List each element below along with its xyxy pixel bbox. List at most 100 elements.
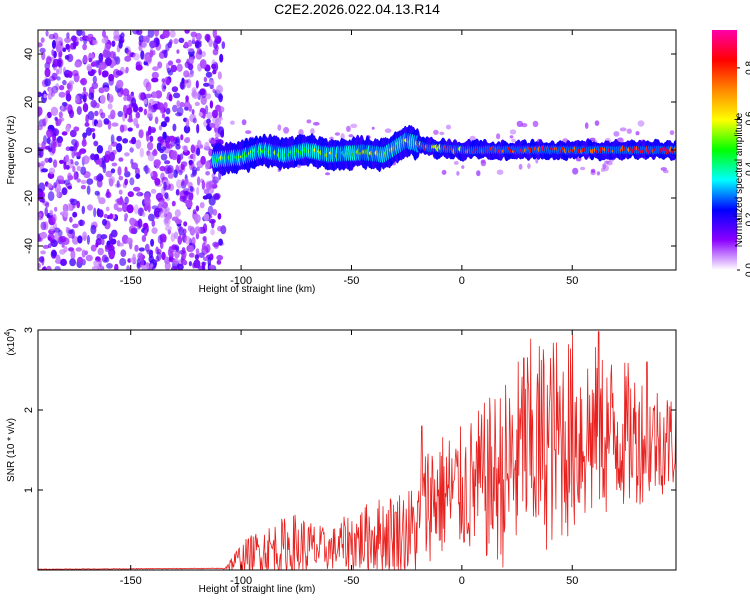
- noise-cell: [76, 178, 81, 183]
- noise-cell: [206, 118, 211, 125]
- noise-cell: [116, 180, 120, 188]
- noise-cell: [39, 231, 48, 239]
- noise-cell: [134, 244, 139, 252]
- noise-cell: [176, 263, 184, 270]
- noise-cell: [54, 266, 61, 270]
- noise-cell: [119, 124, 125, 133]
- faint-cell: [509, 135, 514, 139]
- noise-cell: [161, 78, 166, 83]
- noise-cell: [98, 52, 104, 63]
- noise-cell: [194, 41, 202, 49]
- noise-cell: [194, 254, 200, 260]
- noise-cell: [75, 247, 83, 252]
- noise-cell: [135, 111, 141, 119]
- noise-cell: [163, 102, 168, 109]
- noise-cell: [72, 211, 78, 218]
- noise-cell: [188, 159, 194, 165]
- faint-cell: [230, 120, 235, 125]
- noise-cell: [132, 30, 140, 35]
- noise-cell: [210, 228, 215, 236]
- noise-cell: [151, 77, 159, 83]
- noise-cell: [41, 141, 46, 150]
- noise-cell: [150, 238, 155, 247]
- noise-cell: [55, 36, 63, 45]
- noise-cell: [38, 182, 46, 192]
- noise-cell: [92, 132, 96, 140]
- snr-x-tick-label: 0: [459, 575, 465, 587]
- noise-cell: [158, 210, 166, 218]
- noise-cell: [117, 200, 125, 206]
- noise-cell: [98, 197, 106, 205]
- snr-y-tick-label: 3: [23, 327, 35, 333]
- noise-cell: [196, 47, 202, 55]
- faint-cell: [329, 136, 334, 140]
- noise-cell: [86, 65, 92, 72]
- noise-cell: [95, 175, 100, 182]
- noise-cell: [105, 57, 112, 66]
- noise-cell: [212, 30, 217, 39]
- faint-cell: [496, 133, 501, 140]
- noise-cell: [108, 73, 115, 82]
- faint-cell: [594, 120, 600, 126]
- noise-cell: [38, 142, 41, 148]
- noise-cell: [101, 37, 108, 44]
- noise-cell: [87, 204, 93, 211]
- noise-cell: [82, 86, 87, 93]
- noise-cell: [144, 164, 149, 175]
- noise-cell: [183, 125, 191, 134]
- noise-cell: [42, 265, 47, 270]
- noise-cell: [69, 216, 73, 223]
- noise-cell: [211, 63, 217, 70]
- noise-cell: [146, 249, 154, 255]
- noise-cell: [154, 116, 159, 125]
- noise-cell: [102, 218, 107, 226]
- noise-cell: [64, 73, 70, 78]
- noise-cell: [90, 99, 97, 108]
- noise-cell: [187, 39, 193, 47]
- noise-cell: [139, 147, 144, 158]
- noise-cell: [174, 209, 181, 218]
- noise-cell: [53, 182, 57, 189]
- noise-cell: [188, 261, 192, 267]
- noise-cell: [116, 143, 123, 153]
- noise-cell: [59, 159, 64, 164]
- noise-cell: [124, 213, 129, 220]
- faint-cell: [532, 120, 539, 128]
- noise-cell: [84, 250, 89, 256]
- noise-cell: [218, 238, 224, 246]
- noise-cell: [69, 129, 77, 138]
- noise-cell: [151, 219, 156, 227]
- noise-cell: [105, 206, 110, 212]
- noise-cell: [38, 212, 42, 219]
- noise-cell: [129, 217, 136, 226]
- noise-cell: [133, 186, 141, 192]
- noise-cell: [175, 189, 180, 196]
- noise-cell: [156, 142, 162, 152]
- noise-cell: [143, 108, 148, 116]
- faint-cell: [306, 119, 312, 124]
- noise-cell: [124, 166, 128, 174]
- noise-cell: [98, 87, 105, 94]
- noise-cell: [68, 80, 75, 85]
- noise-cell: [108, 250, 115, 260]
- noise-cell: [199, 59, 207, 69]
- noise-cell: [155, 246, 159, 255]
- noise-cell: [90, 244, 97, 252]
- noise-cell: [45, 202, 50, 208]
- noise-cell: [216, 254, 224, 261]
- noise-cell: [165, 107, 171, 115]
- noise-cell: [74, 95, 80, 104]
- faint-cell: [496, 169, 504, 175]
- noise-cell: [168, 135, 176, 142]
- noise-cell: [157, 197, 165, 203]
- noise-cell: [95, 241, 99, 248]
- faint-cell: [590, 168, 596, 173]
- noise-cell: [167, 247, 174, 257]
- noise-cell: [101, 237, 105, 246]
- noise-cell: [218, 106, 225, 113]
- noise-cell: [122, 88, 130, 97]
- faint-cell: [613, 131, 620, 137]
- noise-cell: [192, 209, 197, 215]
- noise-cell: [196, 123, 200, 134]
- noise-cell: [164, 216, 169, 224]
